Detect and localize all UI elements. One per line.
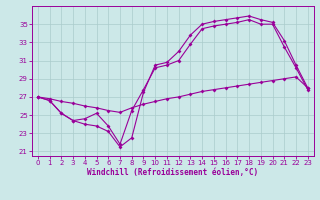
X-axis label: Windchill (Refroidissement éolien,°C): Windchill (Refroidissement éolien,°C) [87,168,258,177]
